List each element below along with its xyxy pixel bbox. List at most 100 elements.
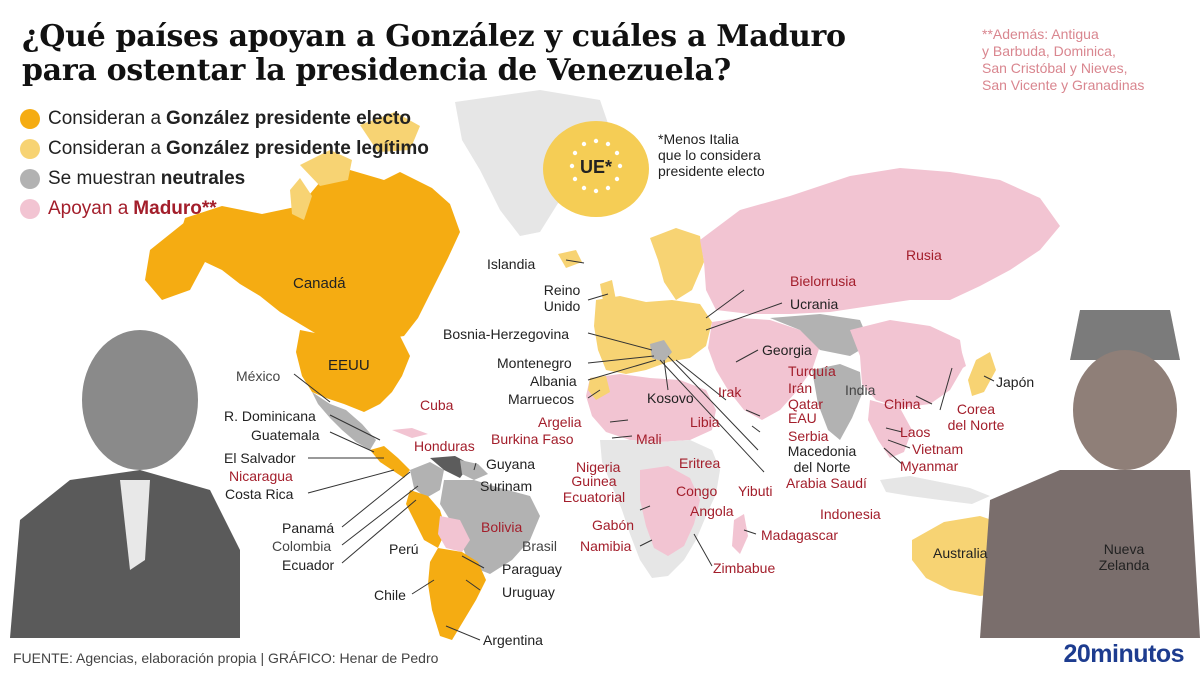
label-surinam: Surinam xyxy=(480,478,533,494)
label-line: Zelanda xyxy=(1098,557,1150,573)
label-costarica: Costa Rica xyxy=(225,486,294,502)
label-madagascar: Madagascar xyxy=(761,527,839,543)
label-turquia: Turquía xyxy=(788,363,836,379)
label-albania: Albania xyxy=(530,373,577,389)
label-guatemala: Guatemala xyxy=(251,427,320,443)
label-peru: Perú xyxy=(389,541,419,557)
label-kosovo: Kosovo xyxy=(647,390,694,406)
region-middle-east xyxy=(708,318,820,420)
label-indonesia: Indonesia xyxy=(820,506,881,522)
label-japon: Japón xyxy=(996,374,1035,390)
label-canada: Canadá xyxy=(293,275,346,292)
legend-item-electo: Consideran a González presidente electo xyxy=(20,104,429,134)
legend-prefix: Consideran a xyxy=(48,108,162,129)
label-paraguay: Paraguay xyxy=(502,561,562,577)
legend-swatch-legitimo xyxy=(20,139,40,159)
label-uruguay: Uruguay xyxy=(502,584,555,600)
legend-item-legitimo: Consideran a González presidente legítimo xyxy=(20,134,429,164)
legend-bold: neutrales xyxy=(160,168,246,189)
legend-bold: González presidente electo xyxy=(166,108,411,129)
region-central-asia xyxy=(770,314,870,356)
label-colombia: Colombia xyxy=(272,538,332,554)
region-africa-maduro xyxy=(640,466,700,556)
label-reino-unido: Reino Unido xyxy=(540,282,584,314)
label-myanmar: Myanmar xyxy=(900,458,959,474)
label-nicaragua: Nicaragua xyxy=(229,468,293,484)
region-mexico xyxy=(312,392,376,450)
label-rusia: Rusia xyxy=(906,247,942,263)
eu-badge: UE* xyxy=(543,121,649,217)
label-vietnam: Vietnam xyxy=(912,441,964,457)
label-line: del Norte xyxy=(793,459,851,475)
eu-note-line: presidente electo xyxy=(658,163,765,179)
note-line: San Vicente y Granadinas xyxy=(982,77,1145,93)
region-arctic-islands-2 xyxy=(360,112,420,152)
label-argelia: Argelia xyxy=(538,414,582,430)
legend-swatch-maduro xyxy=(20,199,40,219)
portrait-gonzalez xyxy=(10,330,240,638)
eu-note: *Menos Italia que lo considera president… xyxy=(658,131,798,179)
region-bolivia xyxy=(438,516,470,552)
region-canada xyxy=(180,170,460,344)
note-line: San Cristóbal y Nieves, xyxy=(982,60,1128,76)
region-southern-cone xyxy=(428,548,486,640)
label-laos: Laos xyxy=(900,424,931,440)
eu-note-line: *Menos Italia xyxy=(658,131,739,147)
region-colombia xyxy=(410,462,444,498)
title-line-1: ¿Qué países apoyan a González y cuáles a… xyxy=(22,19,846,54)
label-line: Nueva xyxy=(1103,541,1145,557)
label-bosnia: Bosnia-Herzegovina xyxy=(443,326,570,342)
region-cuba xyxy=(392,428,428,438)
label-qatar: Qatar xyxy=(788,396,824,412)
label-rdominicana: R. Dominicana xyxy=(224,408,316,424)
source-credit: FUENTE: Agencias, elaboración propia | G… xyxy=(13,650,439,666)
label-eritrea: Eritrea xyxy=(679,455,721,471)
label-bielorrusia: Bielorrusia xyxy=(790,273,857,289)
note-line: y Barbuda, Dominica, xyxy=(982,43,1116,59)
portrait-maduro xyxy=(980,310,1200,638)
label-burkina: Burkina Faso xyxy=(491,431,574,447)
legend-item-neutral: Se muestran neutrales xyxy=(20,164,429,194)
legend-bold: González presidente legítimo xyxy=(166,138,429,159)
label-congo: Congo xyxy=(676,483,718,499)
label-zimbabue: Zimbabue xyxy=(713,560,776,576)
label-nigeria: Nigeria xyxy=(576,459,621,475)
label-eeuu: EEUU xyxy=(328,357,370,374)
region-brazil xyxy=(440,480,540,574)
label-china: China xyxy=(884,396,921,412)
region-europe xyxy=(594,296,712,374)
region-korea xyxy=(948,346,966,372)
legend-item-maduro: Apoyan a Maduro** xyxy=(20,194,429,224)
region-uk xyxy=(600,280,616,306)
label-namibia: Namibia xyxy=(580,538,632,554)
label-nueva-zelanda: Nueva Zelanda xyxy=(1092,541,1156,573)
leader-lines xyxy=(293,259,995,641)
label-macedonia: Macedonia del Norte xyxy=(786,443,858,475)
legend-bold: Maduro** xyxy=(133,198,217,219)
label-guyana: Guyana xyxy=(486,456,536,472)
region-peru xyxy=(406,490,446,548)
label-corea: Corea del Norte xyxy=(940,401,1012,433)
region-balkans xyxy=(650,340,672,362)
additional-countries-note: **Además: Antigua y Barbuda, Dominica, S… xyxy=(982,26,1182,94)
label-line: del Norte xyxy=(947,417,1005,433)
title-line-2: para ostentar la presidencia de Venezuel… xyxy=(22,53,731,88)
label-australia: Australia xyxy=(933,545,988,561)
label-irak: Irak xyxy=(718,384,742,400)
label-chile: Chile xyxy=(374,587,406,603)
label-ucrania: Ucrania xyxy=(790,296,839,312)
eu-label: UE* xyxy=(579,157,612,177)
label-mali: Mali xyxy=(636,431,662,447)
label-ecuador: Ecuador xyxy=(282,557,335,573)
label-yibuti: Yibuti xyxy=(738,483,773,499)
region-alaska xyxy=(145,222,205,300)
legend-swatch-neutral xyxy=(20,169,40,189)
label-line: Macedonia xyxy=(787,443,857,459)
label-montenegro: Montenegro xyxy=(497,355,572,371)
label-libia: Libia xyxy=(690,414,720,430)
label-honduras: Honduras xyxy=(414,438,475,454)
region-venezuela xyxy=(430,456,470,478)
label-elsalvador: El Salvador xyxy=(224,450,296,466)
label-line: Guinea xyxy=(571,473,617,489)
label-argentina: Argentina xyxy=(483,632,543,648)
